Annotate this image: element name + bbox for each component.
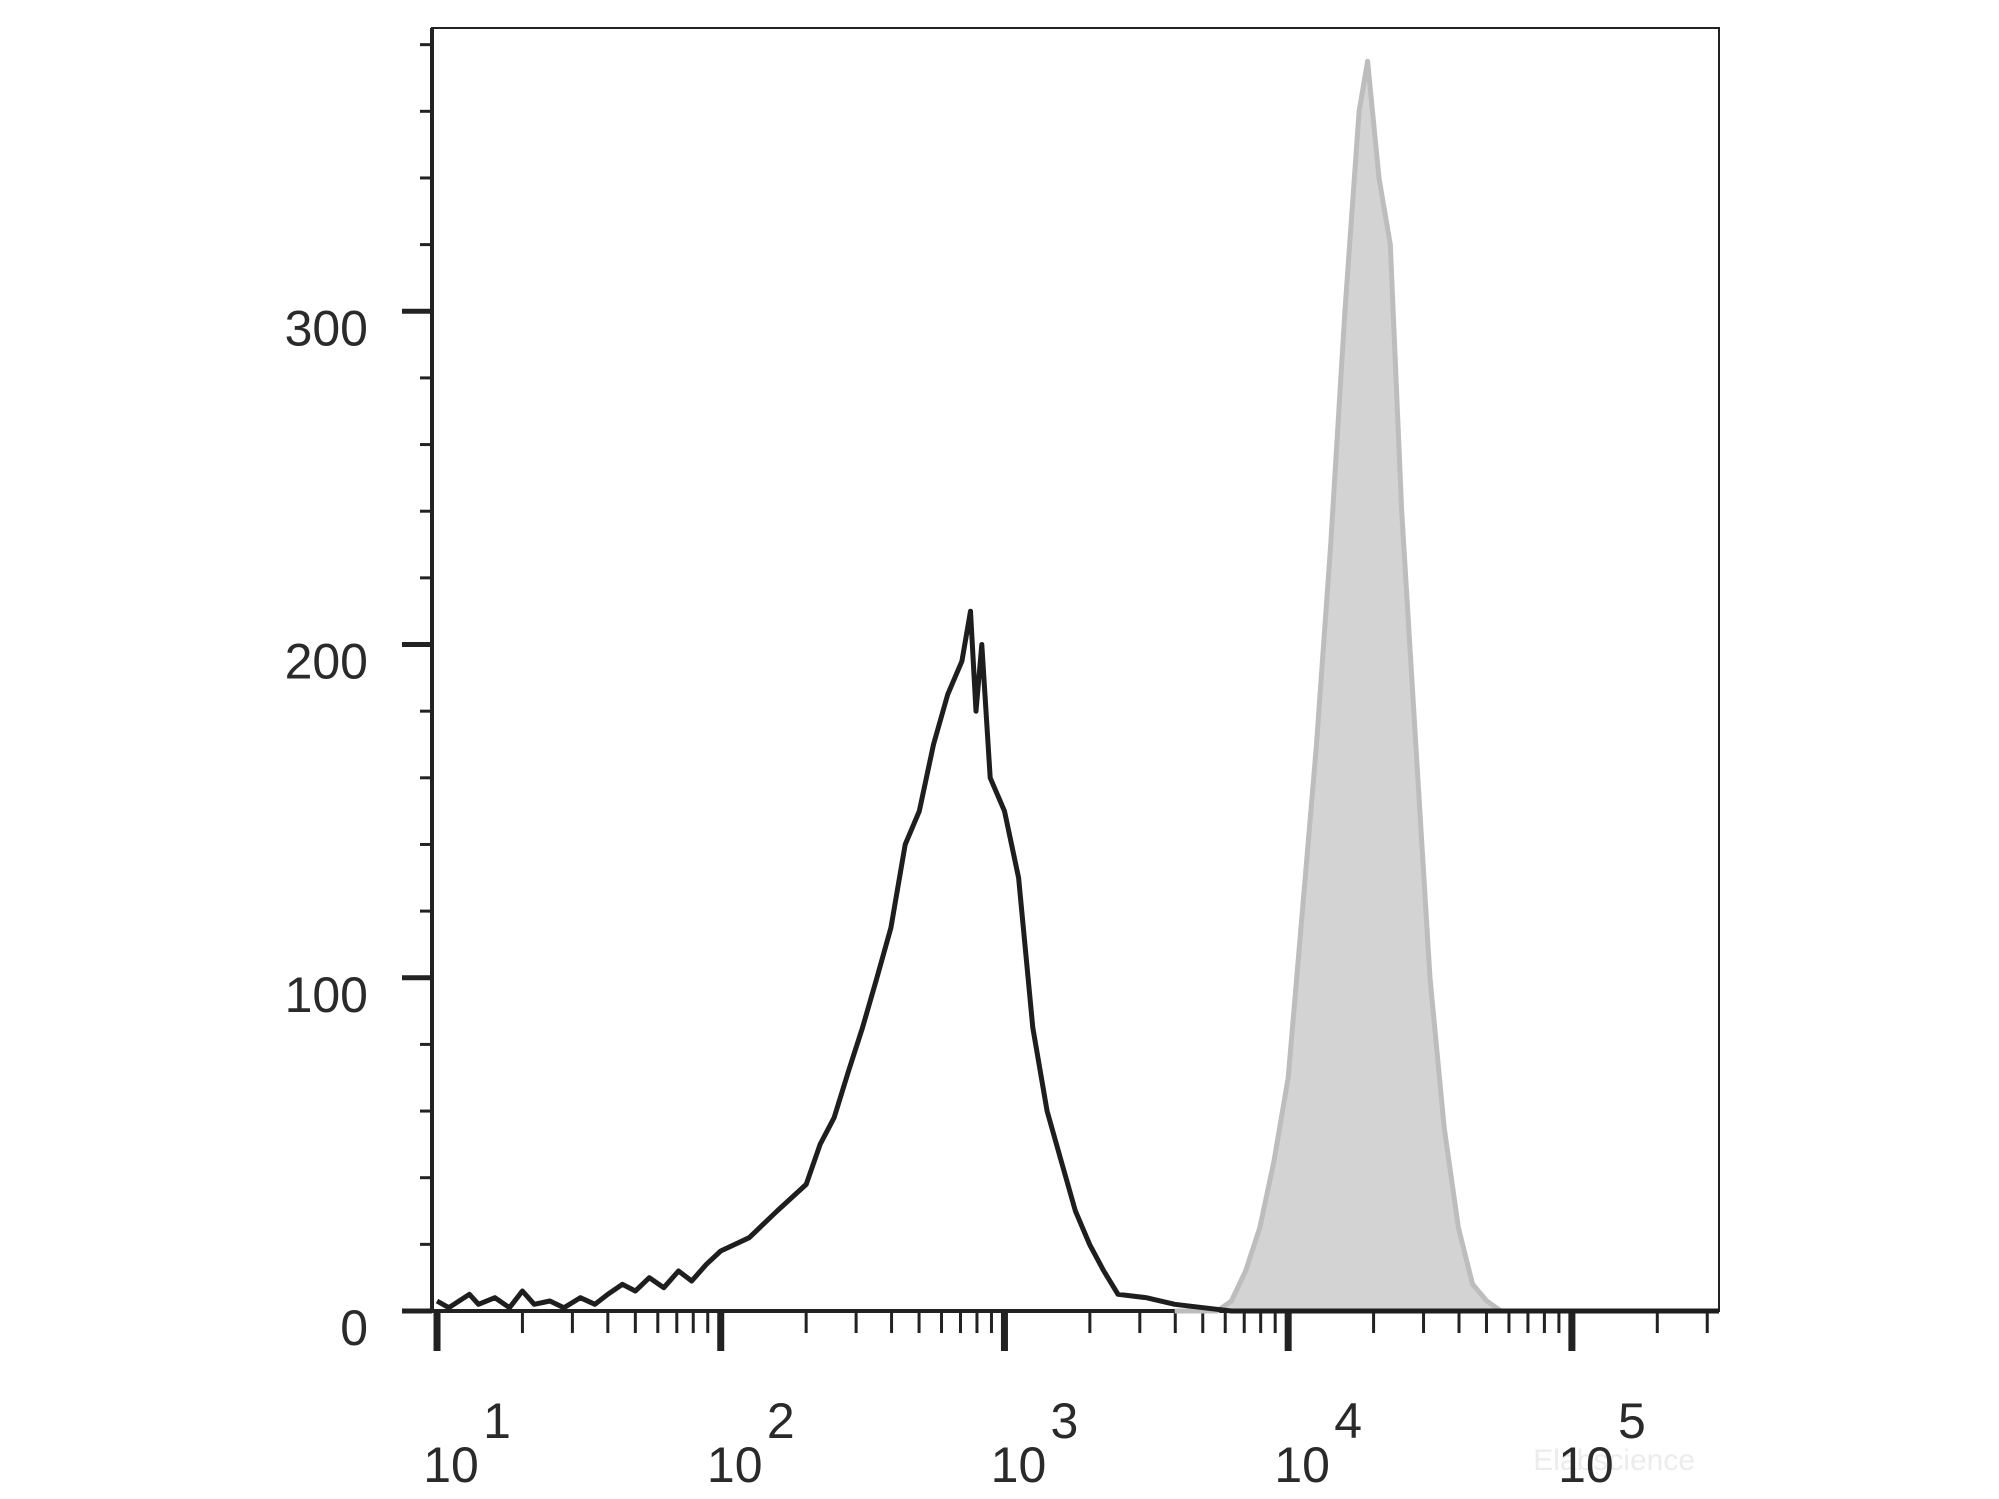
x-tick-label: 10 (423, 1437, 479, 1493)
x-tick-label: 10 (707, 1437, 763, 1493)
y-tick-label: 0 (340, 1300, 368, 1356)
watermark: Elabscience (1533, 1444, 1695, 1477)
x-tick-exponent: 5 (1618, 1393, 1646, 1449)
histogram-line (1174, 58, 1503, 1314)
y-tick-label: 100 (285, 967, 368, 1023)
histogram-area (1174, 61, 1501, 1311)
plot-frame (431, 27, 1720, 1312)
x-tick-exponent: 2 (767, 1393, 795, 1449)
x-tick-label: 10 (1274, 1437, 1330, 1493)
x-tick-exponent: 1 (483, 1393, 511, 1449)
histogram-line (435, 608, 1719, 1314)
x-tick-label: 10 (991, 1437, 1047, 1493)
y-tick-label: 300 (285, 300, 368, 356)
x-tick-exponent: 3 (1051, 1393, 1079, 1449)
y-tick-label: 200 (285, 634, 368, 690)
x-tick-label: 10 (1558, 1437, 1614, 1493)
x-tick-exponent: 4 (1334, 1393, 1362, 1449)
